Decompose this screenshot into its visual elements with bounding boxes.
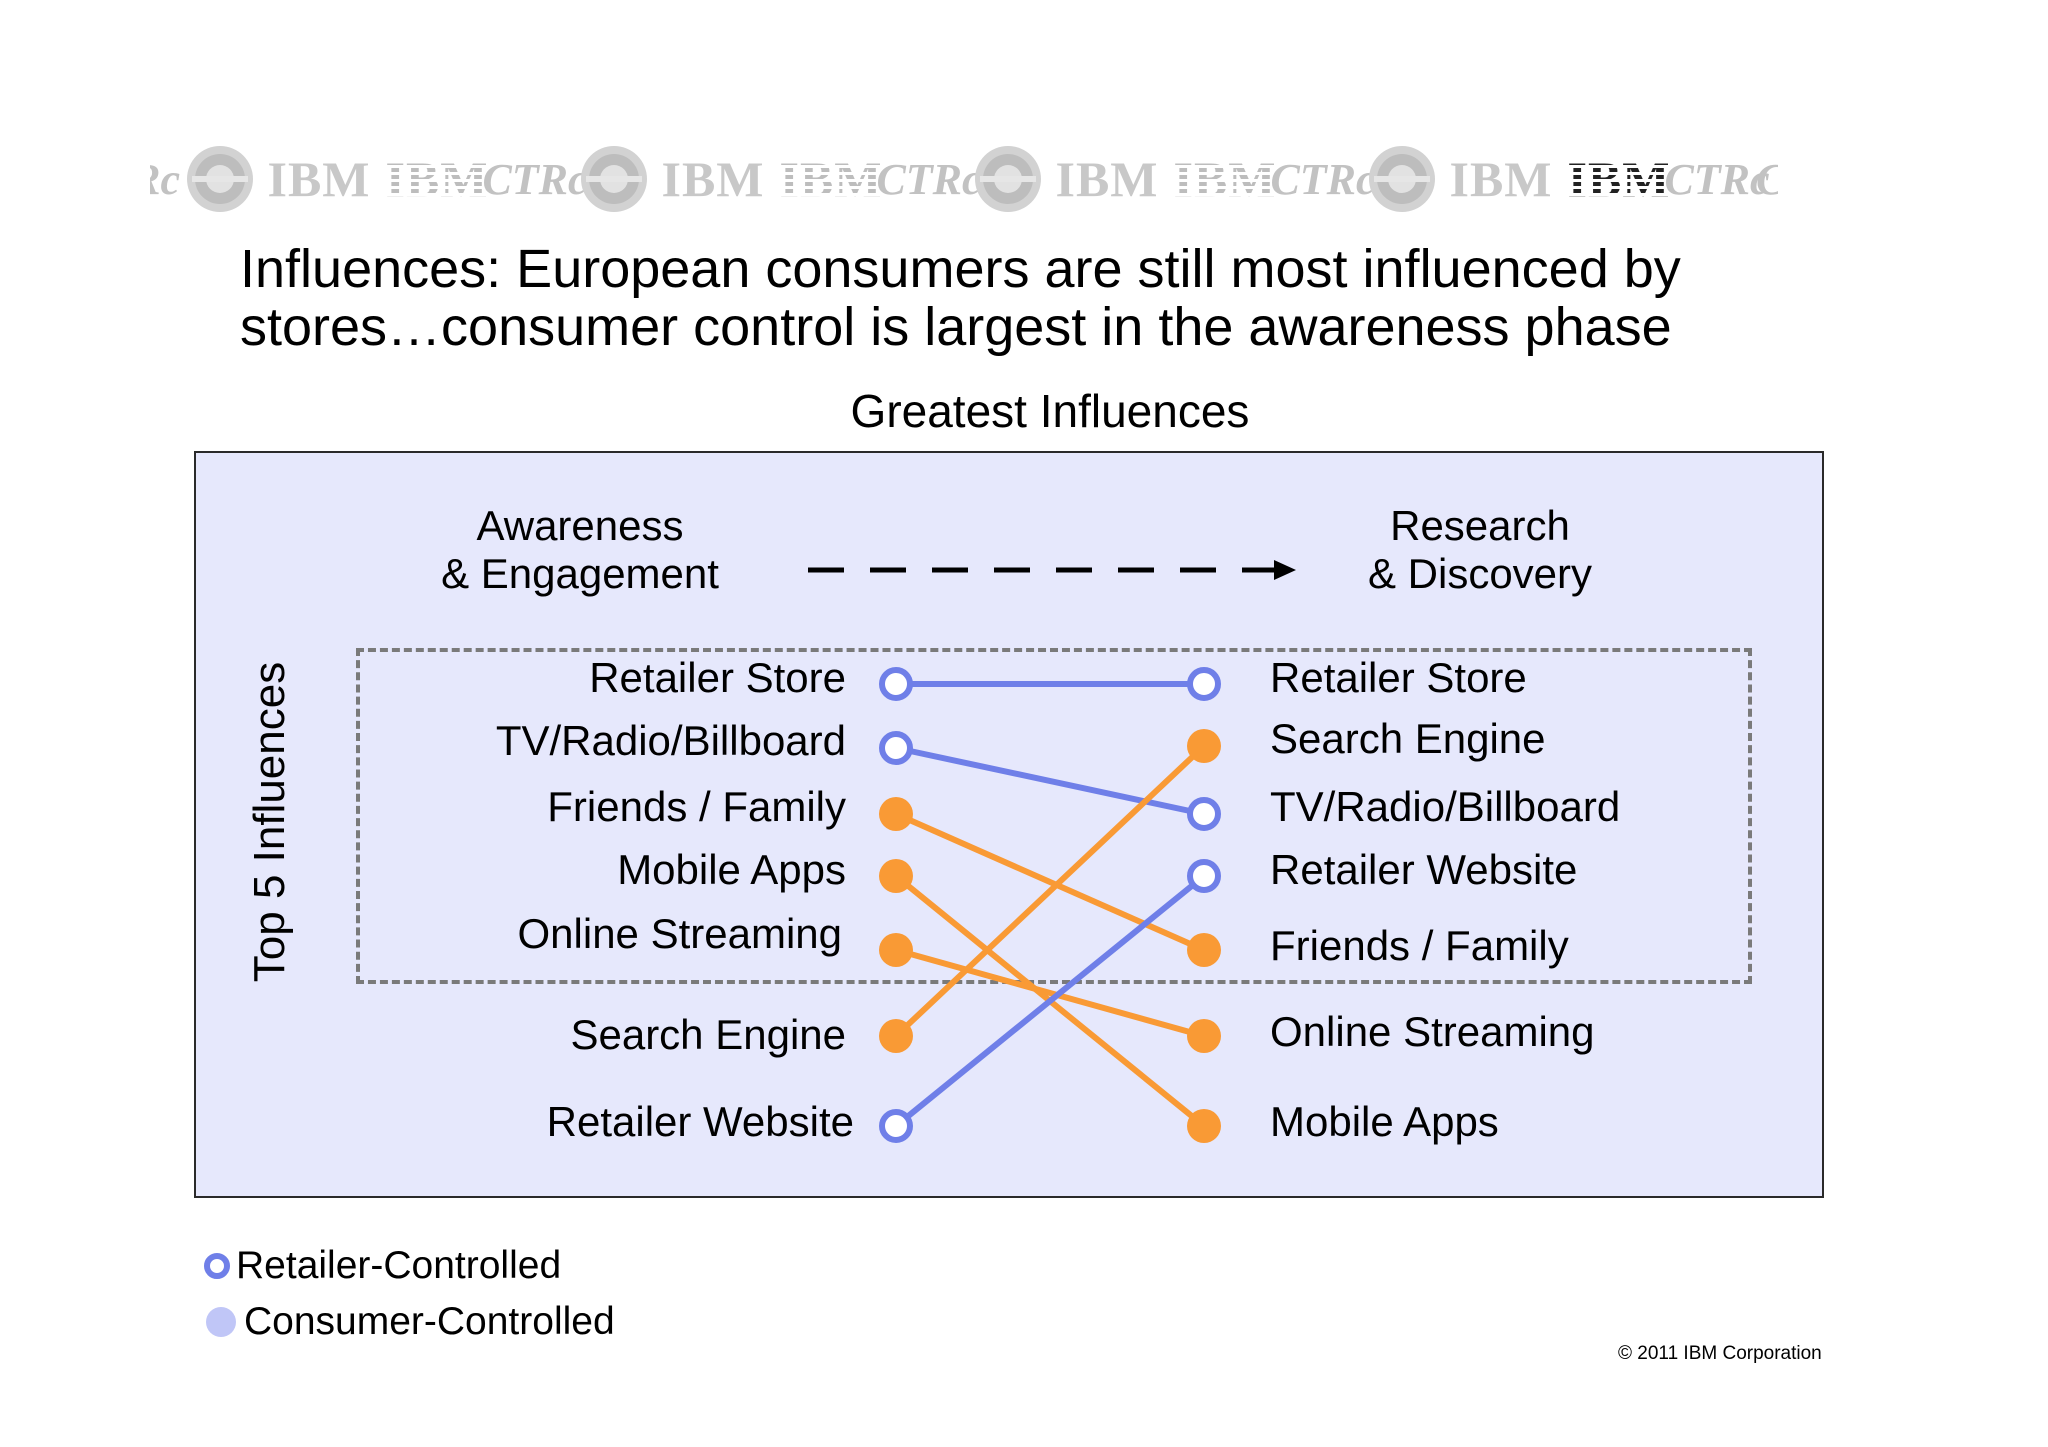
headline-line-2: stores…consumer control is largest in th… [240,297,1672,357]
ctr-logo: Rc [150,140,180,218]
stage-research: Research & Discovery [1330,502,1630,598]
link-consumer [894,811,1206,953]
stage-awareness-line-1: Awareness [476,502,684,549]
link-retailer [894,873,1206,1129]
ibm-logo: IBM [260,140,378,218]
right-node-1 [1187,729,1221,763]
right-node-3 [1187,859,1221,893]
logo-text: IBM [267,151,371,207]
logo-text: CTRc [876,154,982,204]
ctr-logo: CTRc [1664,140,1769,218]
left-influence-label: Friends / Family [547,783,846,830]
left-node-1 [879,731,913,765]
legend-retailer-label: Retailer-Controlled [236,1244,562,1287]
left-influence-label: Retailer Store [589,654,846,701]
link-consumer [893,743,1207,1039]
logo-banner: RcIBMIBMCTRcIBMIBMCTRcIBMIBMCTRcIBMIBMCT… [150,140,1922,218]
left-node-2 [879,797,913,831]
legend-consumer-label: Consumer-Controlled [244,1300,615,1343]
left-node-5 [879,1019,913,1053]
seal-icon [180,140,260,218]
link-retailer [895,745,1205,817]
progression-arrow [808,560,1296,580]
ctr-logo: C [1756,140,1778,218]
logo-text: CTRc [482,154,588,204]
legend-retailer: Retailer-Controlled [204,1244,561,1288]
left-node-4 [879,933,913,967]
right-node-2 [1187,797,1221,831]
legend-consumer: Consumer-Controlled [206,1300,615,1344]
headline-line-1: Influences: European consumers are still… [240,239,1681,299]
left-node-3 [879,859,913,893]
logo-text: IBM [1055,151,1159,207]
left-influence-label: Search Engine [570,1011,846,1058]
left-influence-label: TV/Radio/Billboard [495,717,846,764]
logo-text: CTRc [1664,154,1770,204]
top-5-region [356,648,1752,984]
seal-icon [1362,140,1442,218]
right-influence-label: Retailer Store [1270,654,1527,701]
logo-text: Rc [150,154,180,204]
ibm-logo: IBM [654,140,772,218]
stage-awareness-line-2: & Engagement [441,550,719,597]
consumer-legend-marker [206,1307,236,1337]
stage-research-line-1: Research [1390,502,1570,549]
seal-icon [574,140,654,218]
right-node-0 [1187,667,1221,701]
left-node-0 [879,667,913,701]
ctr-logo: CTRc [1270,140,1375,218]
seal-icon [968,140,1048,218]
diagram-panel [194,451,1824,1198]
stage-awareness: Awareness & Engagement [430,502,730,598]
ctr-logo: CTRc [876,140,981,218]
links-layer [893,681,1207,1129]
diagram-title: Greatest Influences [850,385,1250,437]
link-consumer [895,947,1205,1039]
nodes-layer [879,667,1221,1143]
right-node-4 [1187,933,1221,967]
ibm-logo: IBM [1442,140,1560,218]
logo-text: IBM [661,151,765,207]
right-influence-label: Search Engine [1270,715,1546,762]
copyright: © 2011 IBM Corporation [1618,1343,1822,1364]
left-influence-label: Retailer Website [546,1098,854,1145]
stage-research-line-2: & Discovery [1367,550,1593,597]
right-node-5 [1187,1019,1221,1053]
right-influence-label: Friends / Family [1270,922,1569,969]
logo-text: CTRc [1270,154,1376,204]
logo-text: C [1756,154,1778,205]
left-influence-label: Online Streaming [517,910,843,957]
ctr-logo: CTRc [482,140,587,218]
right-influence-label: Online Streaming [1270,1008,1595,1055]
ibm-logo: IBM [1048,140,1166,218]
retailer-legend-marker [204,1253,230,1279]
left-node-6 [879,1109,913,1143]
right-node-6 [1187,1109,1221,1143]
headline: Influences: European consumers are still… [240,240,1800,356]
right-influence-label: Retailer Website [1270,846,1578,893]
right-influence-label: TV/Radio/Billboard [1270,783,1621,830]
right-influence-label: Mobile Apps [1270,1098,1499,1145]
left-influence-label: Mobile Apps [617,846,846,893]
logo-text: IBM [1449,151,1553,207]
